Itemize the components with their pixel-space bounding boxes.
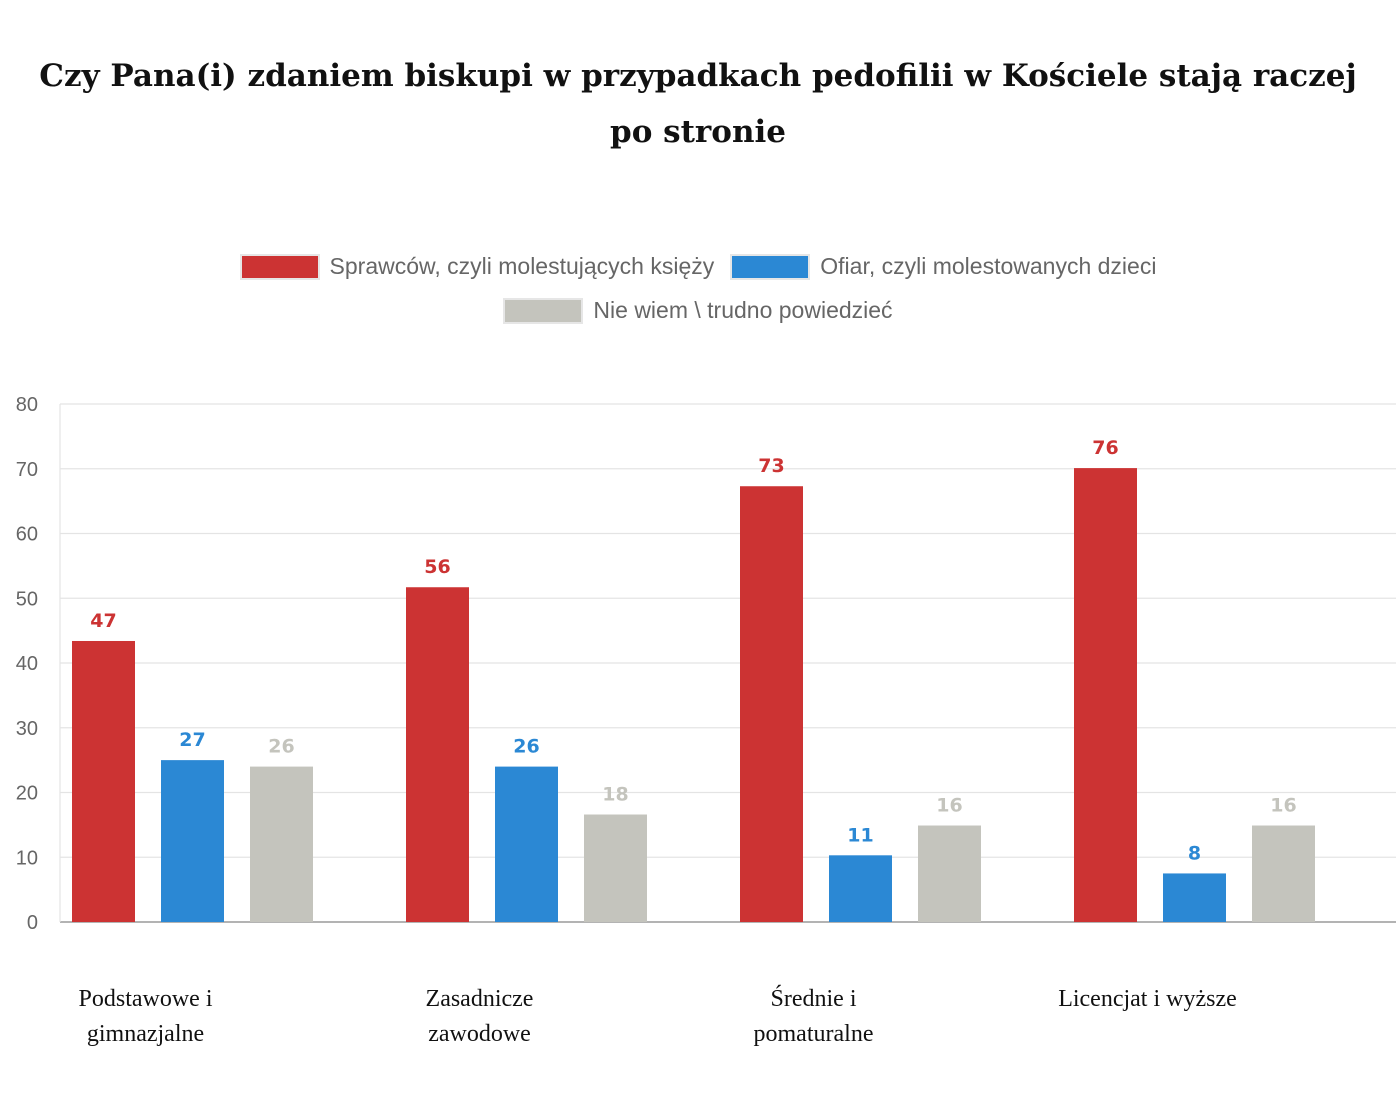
y-tick-label-70: 70	[16, 459, 38, 481]
y-tick-label-20: 20	[16, 783, 38, 805]
y-tick-label-80: 80	[16, 394, 38, 416]
bar-value-label-1-0: 27	[179, 729, 205, 751]
bar-value-label-2-1: 18	[602, 784, 628, 806]
y-tick-label-60: 60	[16, 524, 38, 546]
bar-2-0	[250, 766, 313, 922]
bar-value-label-2-2: 16	[936, 795, 962, 817]
bar-value-label-2-3: 16	[1270, 795, 1296, 817]
legend-swatch-sprawcow	[239, 253, 320, 280]
y-tick-label-50: 50	[16, 588, 38, 610]
bar-value-label-2-0: 26	[268, 736, 294, 758]
legend-row-2: Nie wiem \ trudno powiedzieć	[0, 297, 1396, 324]
legend-item-sprawcow[interactable]: Sprawców, czyli molestujących księży	[239, 253, 715, 280]
chart-title: Czy Pana(i) zdaniem biskupi w przypadkac…	[39, 58, 1357, 150]
legend-label-nie-wiem: Nie wiem \ trudno powiedzieć	[593, 297, 893, 323]
legend-item-ofiar[interactable]: Ofiar, czyli molestowanych dzieci	[730, 253, 1156, 280]
bar-0-2	[740, 486, 803, 922]
bar-0-3	[1074, 468, 1137, 922]
legend-swatch-nie-wiem	[503, 297, 584, 324]
bar-1-1	[495, 766, 558, 922]
bar-value-label-0-1: 56	[424, 556, 450, 578]
legend-item-nie-wiem[interactable]: Nie wiem \ trudno powiedzieć	[503, 297, 893, 324]
bar-1-2	[829, 855, 892, 922]
bar-value-label-1-1: 26	[513, 736, 539, 758]
bar-value-label-1-3: 8	[1188, 842, 1201, 864]
bar-0-1	[406, 587, 469, 922]
bar-0-0	[72, 640, 135, 922]
bar-2-1	[584, 814, 647, 922]
bar-1-0	[161, 760, 224, 922]
y-tick-label-0: 0	[27, 912, 38, 934]
category-label-0-1: gimnazjalne	[87, 1021, 204, 1047]
bar-2-3	[1252, 825, 1315, 922]
category-label-3-0: Licencjat i wyższe	[1058, 986, 1237, 1012]
bar-value-label-1-2: 11	[847, 824, 873, 846]
y-tick-label-40: 40	[16, 653, 38, 675]
y-tick-label-10: 10	[16, 847, 38, 869]
bar-2-2	[918, 825, 981, 922]
legend-swatch-ofiar	[730, 253, 811, 280]
bar-value-label-0-2: 73	[758, 455, 784, 477]
bar-value-label-0-0: 47	[90, 610, 116, 632]
y-tick-label-30: 30	[16, 718, 38, 740]
legend-label-ofiar: Ofiar, czyli molestowanych dzieci	[820, 253, 1157, 279]
category-label-1-0: Zasadnicze	[426, 986, 534, 1012]
category-label-0-0: Podstawowe i	[79, 986, 213, 1012]
bar-1-3	[1163, 873, 1226, 922]
bar-value-label-0-3: 76	[1092, 437, 1118, 459]
legend-label-sprawcow: Sprawców, czyli molestujących księży	[329, 253, 715, 279]
category-label-2-0: Średnie i	[771, 985, 857, 1012]
category-label-1-1: zawodowe	[428, 1021, 531, 1047]
category-label-2-1: pomaturalne	[754, 1021, 874, 1047]
legend-row-1: Sprawców, czyli molestujących księży Ofi…	[0, 253, 1396, 280]
